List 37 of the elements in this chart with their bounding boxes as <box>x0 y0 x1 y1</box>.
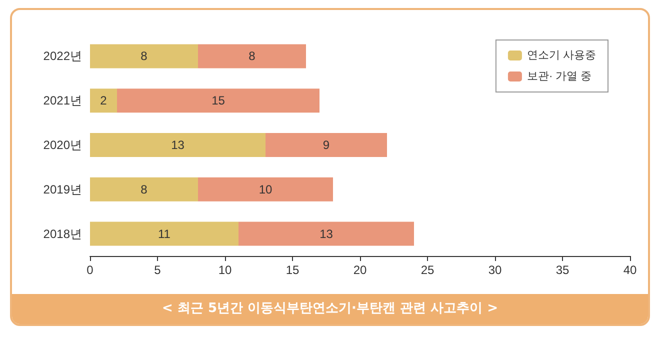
bar <box>198 44 306 68</box>
y-tick-label: 2018년 <box>43 226 82 241</box>
data-label: 13 <box>320 226 334 241</box>
data-label: 10 <box>258 182 272 196</box>
bar <box>90 44 198 68</box>
data-label: 11 <box>158 226 171 241</box>
bar <box>90 222 238 246</box>
x-tick-label: 20 <box>353 263 367 277</box>
y-tick-label: 2019년 <box>43 182 82 196</box>
bar <box>90 177 198 202</box>
x-tick-label: 25 <box>420 263 434 277</box>
data-label: 8 <box>248 49 256 64</box>
data-label: 13 <box>171 138 185 152</box>
x-tick-label: 10 <box>218 263 232 277</box>
y-tick-label: 2022년 <box>43 49 82 64</box>
data-label: 9 <box>322 138 330 152</box>
x-tick-label: 5 <box>154 263 162 277</box>
bar <box>266 133 387 157</box>
x-tick-label: 30 <box>488 263 502 277</box>
x-tick-label: 15 <box>286 263 300 277</box>
data-label: 8 <box>140 49 148 64</box>
y-tick-label: 2021년 <box>43 94 82 108</box>
text: < 최근 5년간 이동식부탄연소기·부탄캔 관련 사고추이 > <box>12 294 648 324</box>
legend-label: 보관· 가열 중 <box>526 70 592 82</box>
bar <box>117 88 320 113</box>
data-label: 15 <box>212 94 226 108</box>
bar <box>90 133 266 157</box>
x-tick-label: 0 <box>86 263 94 277</box>
x-tick-label: 40 <box>623 263 637 277</box>
data-label: 8 <box>140 182 148 196</box>
bar <box>198 177 333 202</box>
bar <box>90 88 117 113</box>
bar <box>238 222 414 246</box>
x-tick-label: 35 <box>556 263 570 277</box>
y-tick-label: 2020년 <box>43 138 82 152</box>
legend-label: 연소기 사용중 <box>526 50 596 62</box>
data-label: 2 <box>100 94 108 108</box>
